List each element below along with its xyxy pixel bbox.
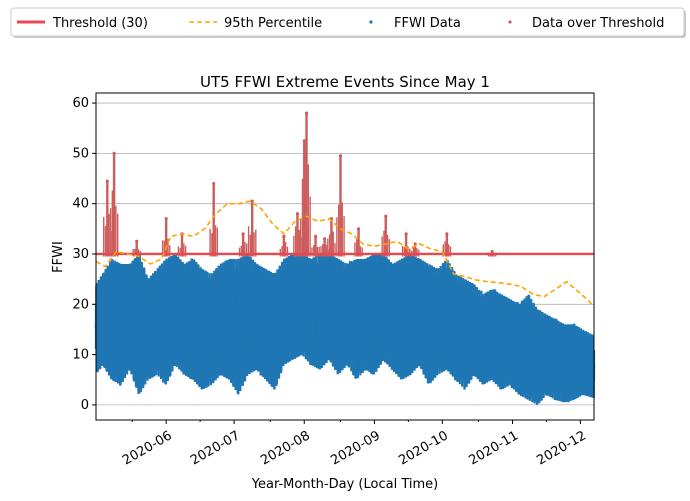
over-threshold-point bbox=[445, 232, 449, 236]
over-threshold-point bbox=[164, 217, 168, 221]
over-threshold-point bbox=[490, 249, 494, 254]
over-threshold-point bbox=[356, 227, 361, 231]
legend-ffwi-swatch bbox=[369, 20, 373, 24]
over-threshold-point bbox=[250, 199, 254, 203]
y-axis: 0 10 20 30 40 50 60 bbox=[72, 96, 96, 413]
chart-title: UT5 FFWI Extreme Events Since May 1 bbox=[200, 73, 490, 91]
legend-threshold-label: Threshold (30) bbox=[52, 16, 148, 31]
line-layer bbox=[95, 200, 595, 308]
over-threshold-point bbox=[302, 139, 306, 143]
over-threshold-point bbox=[304, 111, 309, 115]
over-threshold-point bbox=[384, 214, 388, 218]
over-threshold-point bbox=[112, 151, 116, 155]
y-tick-label: 60 bbox=[72, 96, 89, 111]
ffwi-data-layer bbox=[94, 253, 596, 405]
over-threshold-point bbox=[212, 181, 216, 186]
over-threshold-point bbox=[105, 179, 109, 183]
x-tick-label: 2020-12 bbox=[534, 428, 589, 468]
over-threshold-point bbox=[404, 232, 408, 236]
y-axis-label: FFWI bbox=[51, 241, 66, 273]
x-axis: 2020-06 2020-07 2020-08 2020-09 2020-10 2020-… bbox=[120, 420, 589, 469]
over-threshold-point bbox=[323, 237, 327, 241]
over-threshold-point bbox=[241, 232, 245, 236]
over-threshold-layer bbox=[103, 111, 497, 257]
y-tick-label: 30 bbox=[72, 247, 89, 262]
x-tick-label: 2020-10 bbox=[396, 428, 451, 468]
over-threshold-point bbox=[413, 242, 417, 246]
x-tick-label: 2020-09 bbox=[328, 428, 383, 468]
over-threshold-point bbox=[295, 212, 300, 216]
percentile-95-line bbox=[95, 200, 595, 308]
legend: Threshold (30) 95th Percentile FFWI Data… bbox=[10, 7, 686, 38]
legend-over-swatch bbox=[508, 20, 512, 24]
x-tick-label: 2020-08 bbox=[258, 428, 313, 468]
x-tick-label: 2020-11 bbox=[467, 428, 522, 468]
legend-percentile-label: 95th Percentile bbox=[224, 16, 322, 31]
over-threshold-point bbox=[313, 234, 318, 238]
legend-ffwi-label: FFWI Data bbox=[394, 16, 461, 31]
y-tick-label: 0 bbox=[81, 398, 89, 413]
y-tick-label: 50 bbox=[72, 146, 89, 161]
legend-over-label: Data over Threshold bbox=[532, 16, 664, 31]
over-threshold-point bbox=[338, 154, 343, 158]
y-tick-label: 20 bbox=[72, 297, 89, 312]
y-tick-label: 10 bbox=[72, 348, 89, 363]
over-threshold-point bbox=[282, 234, 286, 238]
x-axis-label: Year-Month-Day (Local Time) bbox=[251, 477, 438, 492]
over-threshold-point bbox=[135, 239, 139, 244]
y-tick-label: 40 bbox=[72, 197, 89, 212]
x-tick-label: 2020-07 bbox=[188, 428, 243, 468]
x-tick-label: 2020-06 bbox=[120, 428, 175, 468]
plot-frame bbox=[95, 92, 595, 421]
